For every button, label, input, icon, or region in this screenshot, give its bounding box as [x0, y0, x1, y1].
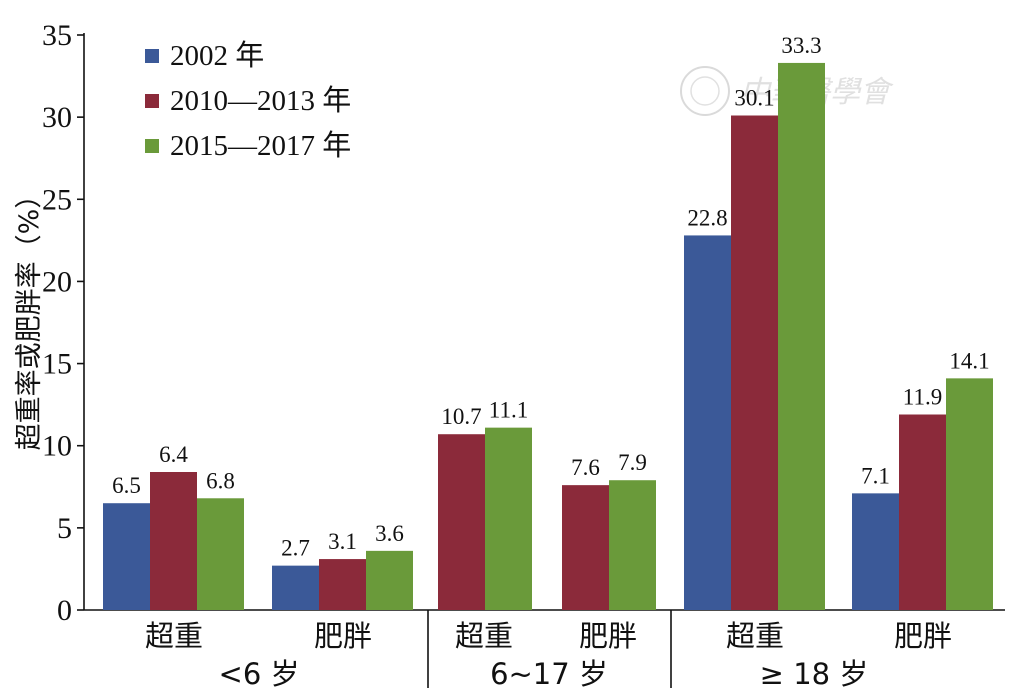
watermark-seal-inner: [690, 76, 720, 106]
bar: [150, 472, 197, 610]
data-label: 10.7: [441, 404, 481, 429]
bar: [852, 493, 899, 610]
legend-swatch: [145, 139, 159, 153]
data-label: 6.8: [206, 468, 235, 493]
legend-swatch: [145, 49, 159, 63]
x-category-label: 肥胖: [579, 619, 637, 653]
bar: [684, 235, 731, 610]
y-tick-label: 0: [57, 594, 72, 627]
bar: [319, 559, 366, 610]
bar: [899, 414, 946, 610]
bar: [197, 498, 244, 610]
x-category-label: 超重: [145, 619, 203, 653]
x-group-label: <6 岁: [219, 657, 300, 691]
bar: [946, 378, 993, 610]
y-tick-label: 5: [57, 512, 72, 545]
bar: [272, 565, 319, 610]
bars: [103, 62, 993, 610]
data-label: 3.6: [375, 521, 404, 546]
y-tick-label: 15: [42, 348, 72, 381]
y-tick-label: 25: [42, 183, 72, 216]
legend-entry: 2015—2017 年: [170, 129, 351, 162]
watermark-seal-icon: [680, 66, 730, 116]
x-group-label: ≥ 18 岁: [760, 657, 869, 691]
bar: [485, 427, 532, 610]
legend: 2002 年 2010—2013 年 2015—2017 年: [145, 39, 351, 162]
bar: [731, 115, 778, 610]
y-tick-label: 30: [42, 101, 72, 134]
bar: [778, 62, 825, 610]
legend-entry: 2010—2013 年: [170, 84, 351, 117]
x-category-label: 肥胖: [894, 619, 952, 653]
data-label: 6.5: [112, 473, 141, 498]
y-tick-label: 20: [42, 265, 72, 298]
data-label: 22.8: [687, 205, 727, 230]
data-label: 2.7: [281, 536, 310, 561]
x-category-labels: 超重 肥胖 超重 肥胖 超重 肥胖 <6 岁 6~17 岁 ≥ 18 岁: [145, 619, 952, 691]
data-label: 14.1: [949, 348, 989, 373]
x-category-label: 超重: [455, 619, 513, 653]
data-label: 33.3: [781, 33, 821, 58]
bar: [562, 485, 609, 610]
y-tick-label: 10: [42, 430, 72, 463]
legend-swatch: [145, 94, 159, 108]
bar: [438, 434, 485, 610]
data-label: 7.1: [861, 463, 890, 488]
y-tick-label: 35: [42, 19, 72, 52]
x-category-label: 超重: [726, 619, 784, 653]
x-category-label: 肥胖: [314, 619, 372, 653]
data-label: 3.1: [328, 529, 357, 554]
y-axis-label: 超重率或肥胖率（%）: [14, 182, 45, 451]
bar: [103, 503, 150, 610]
data-label: 7.6: [571, 455, 600, 480]
x-group-label: 6~17 岁: [490, 657, 608, 691]
data-label: 11.1: [489, 398, 528, 423]
data-label: 6.4: [159, 442, 188, 467]
data-labels: 6.5 2.7 22.8 7.1 6.4 3.1 10.7 7.6 30.1 11.9 6.8 3.6…: [112, 33, 990, 561]
data-label: 30.1: [734, 86, 774, 111]
data-label: 11.9: [903, 385, 942, 410]
axes: 0 5 10 15 20 25 30 35: [42, 19, 1005, 688]
data-label: 7.9: [618, 450, 647, 475]
bar: [609, 480, 656, 610]
legend-entry: 2002 年: [170, 39, 264, 72]
bar: [366, 550, 413, 610]
